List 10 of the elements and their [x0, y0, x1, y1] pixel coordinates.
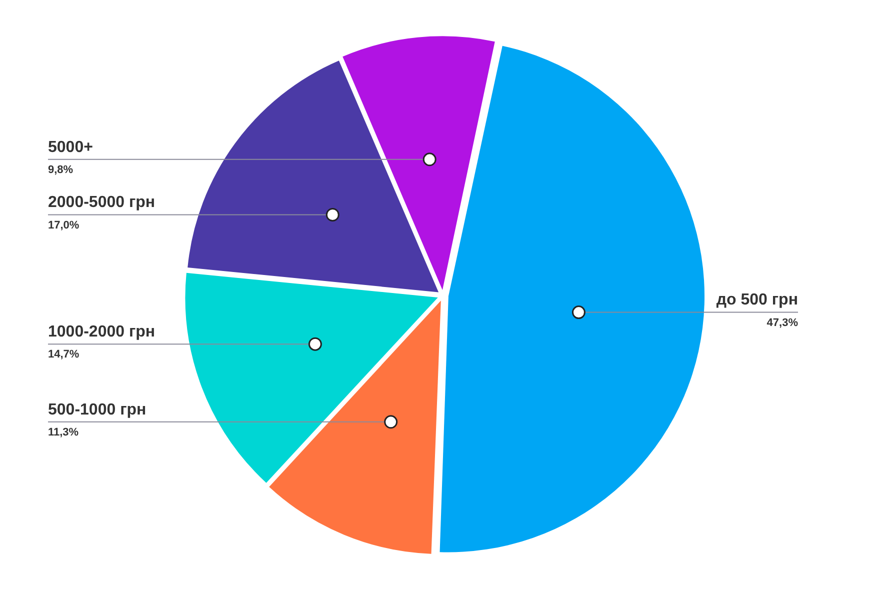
slice-label: до 500 грн — [716, 292, 798, 309]
data-label: 11,3% — [48, 426, 79, 438]
slice-label: 1000-2000 грн — [48, 324, 156, 341]
data-label: 9,8% — [48, 164, 74, 176]
slice-label: 2000-5000 грн — [48, 194, 156, 212]
slice-label: 500-1000 грн — [48, 401, 146, 418]
data-label: 14,7% — [48, 348, 80, 361]
data-label: 47,3% — [766, 316, 798, 329]
data-label: 17,0% — [48, 219, 80, 232]
slice-label: 5000+ — [48, 138, 93, 156]
